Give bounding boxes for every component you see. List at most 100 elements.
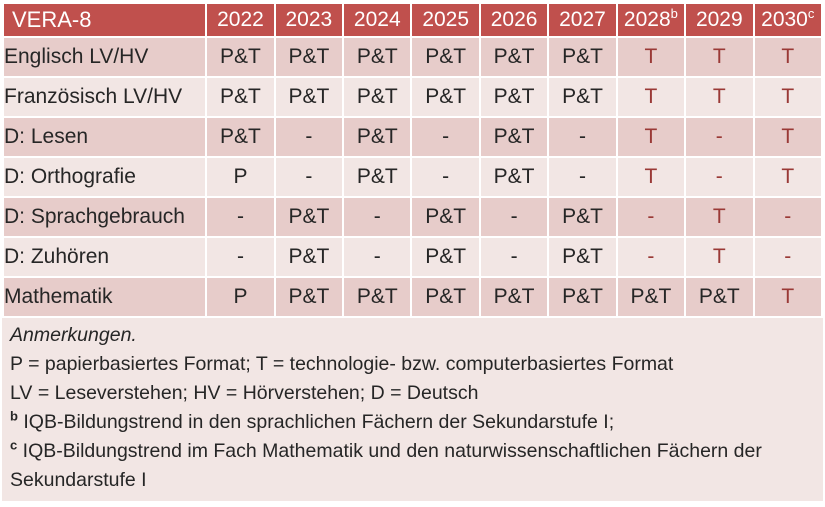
value-cell: T	[754, 278, 821, 316]
value-cell: T	[686, 198, 753, 236]
value-cell: P&T	[207, 38, 274, 76]
value-cell: P	[207, 278, 274, 316]
value-cell: P&T	[344, 38, 411, 76]
value-cell: P&T	[480, 118, 548, 156]
footnote-c-text: IQB-Bildungstrend im Fach Mathematik und…	[10, 440, 762, 491]
value-cell: P&T	[275, 238, 343, 276]
value-cell: P&T	[480, 78, 548, 116]
value-cell: T	[617, 118, 685, 156]
year-header-2022: 2022	[207, 4, 274, 36]
value-cell: P&T	[412, 78, 479, 116]
year-header-2025: 2025	[412, 4, 479, 36]
value-cell: T	[617, 158, 685, 196]
table-row-franzoesisch: Französisch LV/HV P&T P&T P&T P&T P&T P&…	[4, 78, 821, 116]
value-cell: -	[686, 118, 753, 156]
value-cell: -	[275, 158, 343, 196]
value-cell: T	[686, 38, 753, 76]
year-superscript-c: c	[807, 6, 815, 21]
table-row-englisch: Englisch LV/HV P&T P&T P&T P&T P&T P&T T…	[4, 38, 821, 76]
year-header-2030: 2030c	[754, 4, 821, 36]
footnote-b-text: IQB-Bildungstrend in den sprachlichen Fä…	[23, 411, 615, 433]
value-cell: P&T	[480, 278, 548, 316]
year-header-2029: 2029	[686, 4, 753, 36]
year-superscript-b: b	[670, 6, 678, 21]
value-cell: -	[275, 118, 343, 156]
value-cell: P&T	[549, 78, 616, 116]
subject-cell: Französisch LV/HV	[4, 78, 206, 116]
value-cell: -	[549, 118, 616, 156]
value-cell: P&T	[412, 238, 479, 276]
value-cell: P&T	[549, 278, 616, 316]
value-cell: P	[207, 158, 274, 196]
value-cell: P&T	[344, 158, 411, 196]
value-cell: -	[617, 238, 685, 276]
value-cell: P&T	[344, 278, 411, 316]
year-label: 2026	[490, 8, 538, 31]
value-cell: P&T	[207, 118, 274, 156]
year-label: 2024	[353, 8, 401, 31]
value-cell: P&T	[549, 38, 616, 76]
value-cell: T	[754, 38, 821, 76]
value-cell: -	[412, 118, 479, 156]
value-cell: P&T	[275, 198, 343, 236]
value-cell: P&T	[480, 38, 548, 76]
year-header-2028: 2028b	[617, 4, 685, 36]
subject-cell: Englisch LV/HV	[4, 38, 206, 76]
value-cell: T	[754, 158, 821, 196]
value-cell: -	[754, 198, 821, 236]
year-header-2023: 2023	[275, 4, 343, 36]
value-cell: -	[344, 198, 411, 236]
year-label: 2025	[422, 8, 470, 31]
footnote-c-marker: c	[10, 437, 18, 453]
value-cell: T	[617, 78, 685, 116]
value-cell: P&T	[480, 158, 548, 196]
value-cell: P&T	[275, 38, 343, 76]
value-cell: P&T	[617, 278, 685, 316]
subject-cell: D: Lesen	[4, 118, 206, 156]
subject-cell: D: Zuhören	[4, 238, 206, 276]
value-cell: P&T	[412, 38, 479, 76]
value-cell: P&T	[412, 278, 479, 316]
value-cell: P&T	[344, 118, 411, 156]
value-cell: -	[549, 158, 616, 196]
table-row-d-sprachgebrauch: D: Sprachgebrauch - P&T - P&T - P&T - T …	[4, 198, 821, 236]
value-cell: T	[686, 238, 753, 276]
value-cell: T	[754, 78, 821, 116]
notes-title: Anmerkungen.	[10, 324, 137, 346]
subject-cell: D: Orthografie	[4, 158, 206, 196]
value-cell: P&T	[275, 78, 343, 116]
value-cell: T	[617, 38, 685, 76]
value-cell: -	[480, 238, 548, 276]
year-label: 2030	[761, 8, 808, 31]
note-footnote-b: b IQB-Bildungstrend in den sprachlichen …	[10, 408, 815, 437]
header-row: VERA-8 2022 2023 2024 2025 2026 2027 202…	[4, 4, 821, 36]
year-label: 2027	[559, 8, 606, 31]
vera8-table: VERA-8 2022 2023 2024 2025 2026 2027 202…	[2, 2, 823, 318]
value-cell: -	[754, 238, 821, 276]
value-cell: P&T	[412, 198, 479, 236]
notes-section: Anmerkungen. P = papierbasiertes Format;…	[2, 318, 823, 501]
value-cell: -	[207, 238, 274, 276]
value-cell: -	[617, 198, 685, 236]
value-cell: -	[686, 158, 753, 196]
footnote-b-marker: b	[10, 408, 18, 424]
year-header-2026: 2026	[480, 4, 548, 36]
value-cell: -	[344, 238, 411, 276]
year-label: 2028	[623, 8, 671, 31]
value-cell: P&T	[275, 278, 343, 316]
table-row-d-orthografie: D: Orthografie P - P&T - P&T - T - T	[4, 158, 821, 196]
value-cell: P&T	[207, 78, 274, 116]
value-cell: P&T	[549, 198, 616, 236]
note-abbreviation-legend: LV = Leseverstehen; HV = Hörverstehen; D…	[10, 382, 479, 404]
year-label: 2022	[217, 8, 264, 31]
value-cell: -	[480, 198, 548, 236]
value-cell: -	[207, 198, 274, 236]
value-cell: T	[686, 78, 753, 116]
value-cell: -	[412, 158, 479, 196]
value-cell: P&T	[686, 278, 753, 316]
note-footnote-c: c IQB-Bildungstrend im Fach Mathematik u…	[10, 437, 815, 495]
value-cell: T	[754, 118, 821, 156]
value-cell: P&T	[549, 238, 616, 276]
note-format-legend: P = papierbasiertes Format; T = technolo…	[10, 353, 674, 375]
